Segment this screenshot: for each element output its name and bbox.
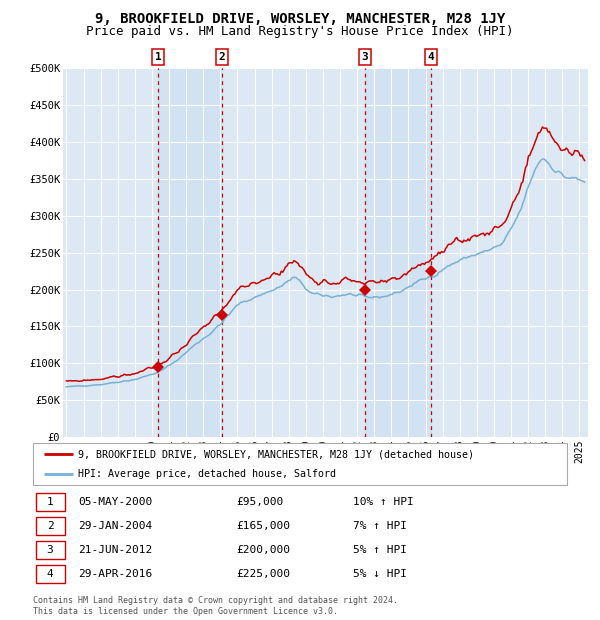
Text: 3: 3: [47, 545, 53, 555]
Bar: [158, 68, 221, 437]
Text: £165,000: £165,000: [236, 521, 290, 531]
Text: £95,000: £95,000: [236, 497, 283, 507]
FancyBboxPatch shape: [35, 493, 65, 511]
Text: 7% ↑ HPI: 7% ↑ HPI: [353, 521, 407, 531]
Text: Contains HM Land Registry data © Crown copyright and database right 2024.
This d: Contains HM Land Registry data © Crown c…: [33, 596, 398, 616]
Text: £200,000: £200,000: [236, 545, 290, 555]
Text: 9, BROOKFIELD DRIVE, WORSLEY, MANCHESTER, M28 1JY (detached house): 9, BROOKFIELD DRIVE, WORSLEY, MANCHESTER…: [79, 450, 475, 459]
FancyBboxPatch shape: [35, 541, 65, 559]
FancyBboxPatch shape: [35, 565, 65, 583]
Text: 4: 4: [47, 569, 53, 579]
Text: 1: 1: [155, 52, 161, 62]
Text: HPI: Average price, detached house, Salford: HPI: Average price, detached house, Salf…: [79, 469, 337, 479]
Bar: [365, 68, 431, 437]
Text: £225,000: £225,000: [236, 569, 290, 579]
Text: 2: 2: [47, 521, 53, 531]
Text: 29-APR-2016: 29-APR-2016: [79, 569, 152, 579]
Text: 4: 4: [428, 52, 434, 62]
Text: Price paid vs. HM Land Registry's House Price Index (HPI): Price paid vs. HM Land Registry's House …: [86, 25, 514, 38]
Text: 29-JAN-2004: 29-JAN-2004: [79, 521, 152, 531]
Text: 05-MAY-2000: 05-MAY-2000: [79, 497, 152, 507]
Text: 1: 1: [47, 497, 53, 507]
Text: 9, BROOKFIELD DRIVE, WORSLEY, MANCHESTER, M28 1JY: 9, BROOKFIELD DRIVE, WORSLEY, MANCHESTER…: [95, 12, 505, 27]
Text: 5% ↓ HPI: 5% ↓ HPI: [353, 569, 407, 579]
FancyBboxPatch shape: [33, 443, 567, 485]
Text: 2: 2: [218, 52, 225, 62]
Text: 10% ↑ HPI: 10% ↑ HPI: [353, 497, 414, 507]
Text: 5% ↑ HPI: 5% ↑ HPI: [353, 545, 407, 555]
Text: 21-JUN-2012: 21-JUN-2012: [79, 545, 152, 555]
FancyBboxPatch shape: [35, 516, 65, 535]
Text: 3: 3: [362, 52, 368, 62]
